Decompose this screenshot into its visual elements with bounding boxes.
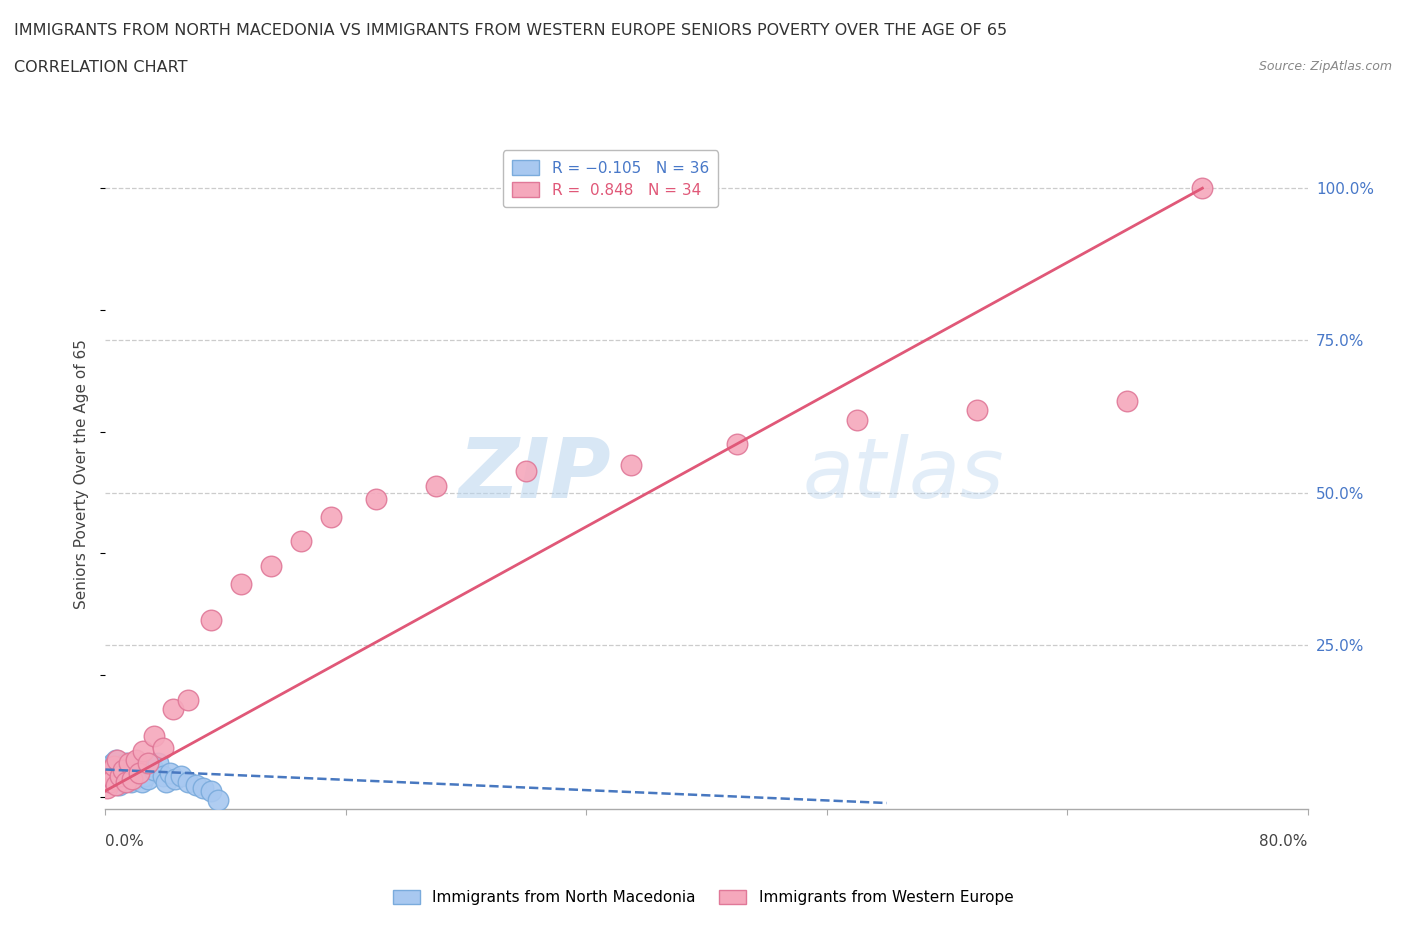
Point [100,771,122,786]
Point [207,792,229,807]
Point [104,777,127,792]
Point [112,762,135,777]
Point [128,762,150,777]
Point [107,768,129,783]
Point [103,765,125,780]
Point [103,759,125,774]
Point [966,403,988,418]
Text: ZIP: ZIP [458,433,610,515]
Point [177,692,200,707]
Point [146,756,169,771]
Point [200,783,222,798]
Point [97,775,120,790]
Legend: Immigrants from North Macedonia, Immigrants from Western Europe: Immigrants from North Macedonia, Immigra… [387,884,1019,911]
Point [111,771,134,786]
Text: 0.0%: 0.0% [105,834,145,849]
Point [319,510,342,525]
Point [98,775,121,790]
Point [115,756,138,771]
Point [110,759,132,774]
Point [725,436,748,451]
Point [163,771,186,786]
Point [132,744,155,759]
Point [112,762,135,777]
Point [122,771,145,786]
Point [142,728,165,743]
Point [159,765,181,780]
Point [1116,393,1139,408]
Text: 80.0%: 80.0% [1260,834,1308,849]
Point [142,762,165,777]
Point [101,771,124,786]
Text: IMMIGRANTS FROM NORTH MACEDONIA VS IMMIGRANTS FROM WESTERN EUROPE SENIORS POVERT: IMMIGRANTS FROM NORTH MACEDONIA VS IMMIG… [14,23,1007,38]
Legend: R = −0.105   N = 36, R =  0.848   N = 34: R = −0.105 N = 36, R = 0.848 N = 34 [503,151,718,206]
Text: CORRELATION CHART: CORRELATION CHART [14,60,187,75]
Point [118,756,141,771]
Point [124,765,146,780]
Point [121,759,143,774]
Point [620,458,643,472]
Point [121,771,143,786]
Point [110,768,132,783]
Point [152,741,174,756]
Point [191,780,214,795]
Point [96,780,118,795]
Point [98,762,121,777]
Point [100,762,122,777]
Point [120,775,142,790]
Point [114,775,136,790]
Point [162,701,184,716]
Point [136,756,159,771]
Point [184,777,207,792]
Point [515,464,537,479]
Point [169,768,191,783]
Point [118,768,141,783]
Point [845,412,868,427]
Point [139,759,162,774]
Point [425,479,447,494]
Point [290,534,312,549]
Point [108,777,131,792]
Point [260,558,283,573]
Point [131,775,153,790]
Point [1191,180,1213,195]
Point [155,775,177,790]
Point [134,768,156,783]
Point [177,775,200,790]
Text: atlas: atlas [803,433,1004,515]
Point [200,613,222,628]
Point [229,577,252,591]
Text: Source: ZipAtlas.com: Source: ZipAtlas.com [1258,60,1392,73]
Point [124,753,146,768]
Point [115,775,138,790]
Point [101,756,124,771]
Point [107,753,129,768]
Point [136,771,159,786]
Point [152,768,174,783]
Point [104,753,127,768]
Point [128,765,150,780]
Point [117,765,139,780]
Y-axis label: Seniors Poverty Over the Age of 65: Seniors Poverty Over the Age of 65 [75,339,90,609]
Point [364,491,387,506]
